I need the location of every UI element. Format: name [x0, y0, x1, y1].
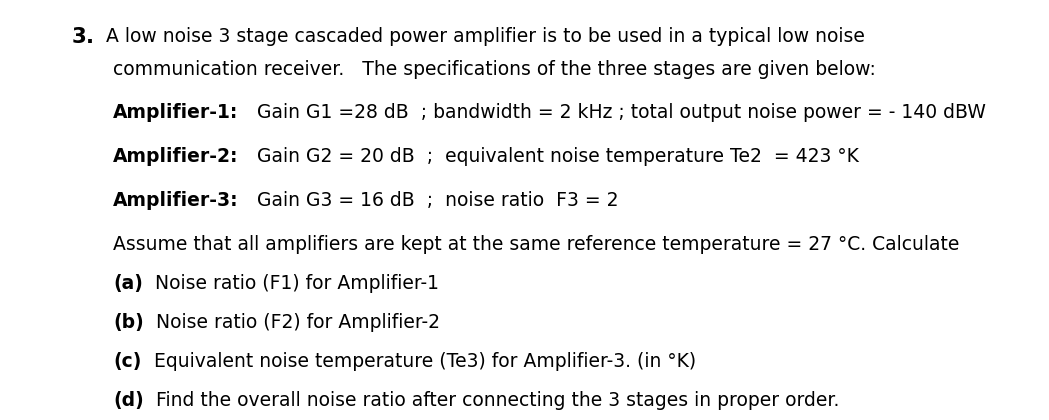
- Text: Gain G3 = 16 dB  ;  noise ratio  F3 = 2: Gain G3 = 16 dB ; noise ratio F3 = 2: [239, 191, 619, 210]
- Text: A low noise 3 stage cascaded power amplifier is to be used in a typical low nois: A low noise 3 stage cascaded power ampli…: [94, 27, 865, 46]
- Text: (c): (c): [113, 352, 142, 370]
- Text: Amplifier-2:: Amplifier-2:: [113, 147, 239, 166]
- Text: (a): (a): [113, 274, 143, 293]
- Text: Noise ratio (F1) for Amplifier-1: Noise ratio (F1) for Amplifier-1: [143, 274, 440, 293]
- Text: Amplifier-3:: Amplifier-3:: [113, 191, 239, 210]
- Text: communication receiver.   The specifications of the three stages are given below: communication receiver. The specificatio…: [113, 60, 876, 79]
- Text: (d): (d): [113, 391, 144, 410]
- Text: Gain G1 =28 dB  ; bandwidth = 2 kHz ; total output noise power = - 140 dBW: Gain G1 =28 dB ; bandwidth = 2 kHz ; tot…: [239, 103, 986, 122]
- Text: (b): (b): [113, 313, 144, 332]
- Text: Gain G2 = 20 dB  ;  equivalent noise temperature Te2  = 423 °K: Gain G2 = 20 dB ; equivalent noise tempe…: [239, 147, 859, 166]
- Text: Assume that all amplifiers are kept at the same reference temperature = 27 °C. C: Assume that all amplifiers are kept at t…: [113, 235, 960, 254]
- Text: Find the overall noise ratio after connecting the 3 stages in proper order.: Find the overall noise ratio after conne…: [144, 391, 839, 410]
- Text: Equivalent noise temperature (Te3) for Amplifier-3. (in °K): Equivalent noise temperature (Te3) for A…: [142, 352, 695, 370]
- Text: 3.: 3.: [71, 27, 94, 47]
- Text: Amplifier-1:: Amplifier-1:: [113, 103, 239, 122]
- Text: Noise ratio (F2) for Amplifier-2: Noise ratio (F2) for Amplifier-2: [144, 313, 440, 332]
